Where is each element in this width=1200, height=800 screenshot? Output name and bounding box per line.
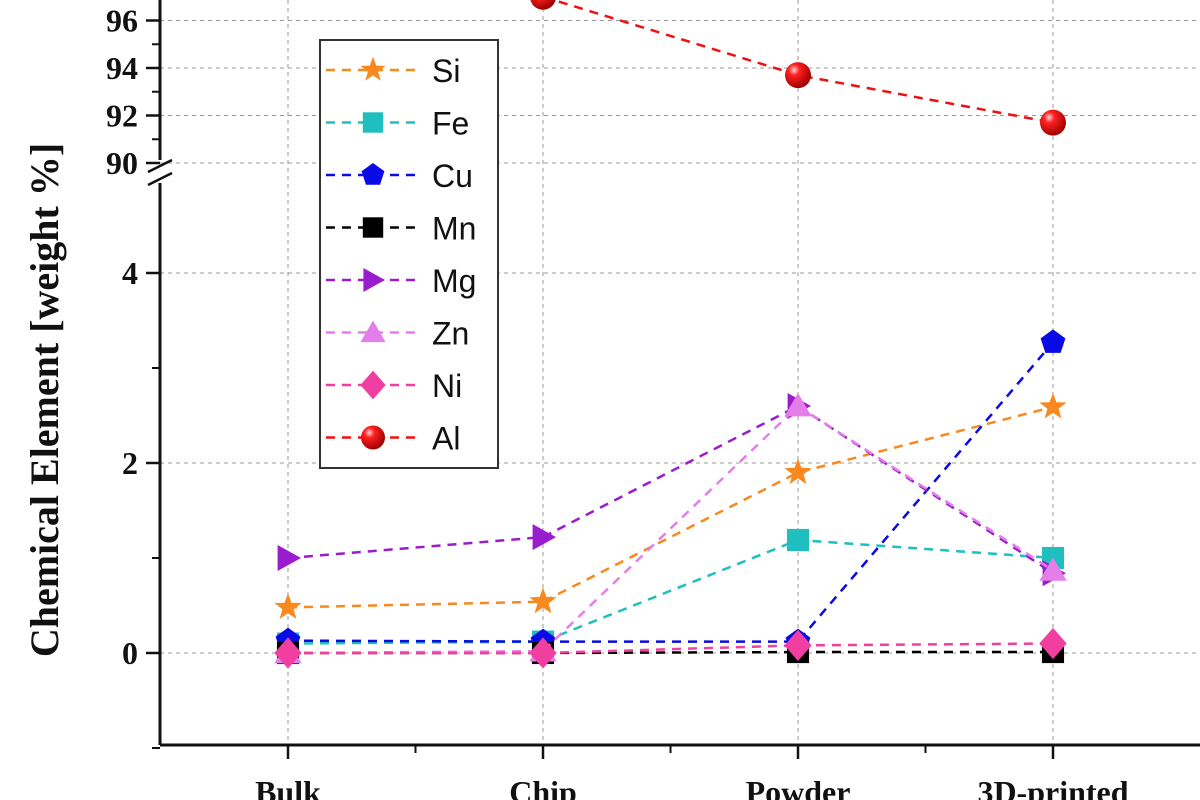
data-point [529,587,557,614]
legend-label: Zn [432,316,469,352]
y-tick-label: 0 [122,635,138,671]
legend-label: Ni [432,368,462,404]
axes: 0 2 4 90 92 94 96 Bulk Chip Powder 3D-printed [106,0,1200,800]
data-point [360,56,386,81]
series-line [287,538,1054,645]
legend-item: Si [326,53,460,89]
legend-item: Mn [326,211,476,247]
y-tick-label: 94 [106,50,138,86]
legend-label: Mg [432,263,476,299]
x-tick-label: 3D-printed [977,774,1128,800]
series-line [287,404,1054,655]
data-point [363,268,385,292]
data-point [784,393,812,417]
y-tick-label: 92 [106,98,138,134]
data-point [360,320,386,343]
data-point [532,524,556,551]
data-point [274,593,302,619]
series-line [287,404,1054,575]
data-point [361,163,385,185]
series-fe [276,528,1065,655]
data-point [785,62,811,89]
y-axis-label: Chemical Element [weight %] [22,143,67,657]
legend-item: Ni [326,368,462,404]
series-si [274,392,1067,619]
legend-label: Si [432,53,460,89]
legend-label: Mn [432,211,476,247]
data-point [361,425,385,450]
series-ni [274,627,1067,669]
data-point [274,637,302,669]
series-al [530,0,1066,136]
series-line [287,341,1054,643]
data-point [784,458,812,485]
data-point [1039,557,1067,581]
data-point [360,370,386,400]
data-point [1040,109,1066,136]
data-point [786,528,810,551]
series-group [274,0,1067,669]
series-line [287,405,1054,609]
legend: Si Fe Cu Mn Mg Zn Ni Al [319,39,499,469]
legend-label: Cu [432,158,473,194]
data-point [1040,329,1066,353]
y-tick-label: 90 [106,145,138,181]
legend-label: Fe [432,106,469,142]
axis-break-mark [147,171,173,187]
axis-break-mark [147,158,173,174]
x-tick-label: Powder [746,774,851,800]
legend-box [319,39,499,469]
data-point [362,217,384,238]
legend-item: Fe [326,106,469,142]
series-line [549,0,1054,124]
data-point [529,637,557,669]
y-tick-label: 96 [106,3,138,39]
data-point [277,545,301,571]
legend-item: Mg [326,263,476,299]
grid [160,0,1200,745]
data-point [362,112,384,133]
legend-item: Zn [326,316,469,352]
legend-label: Al [432,421,460,457]
data-point [1039,627,1067,660]
data-point [784,629,812,661]
y-tick-label: 4 [122,255,138,291]
x-tick-label: Bulk [255,774,321,800]
legend-item: Al [326,421,460,457]
legend-item: Cu [326,158,473,194]
data-point [1039,392,1067,419]
y-tick-label: 2 [122,445,138,481]
x-tick-label: Chip [509,774,577,800]
data-point [530,0,556,10]
